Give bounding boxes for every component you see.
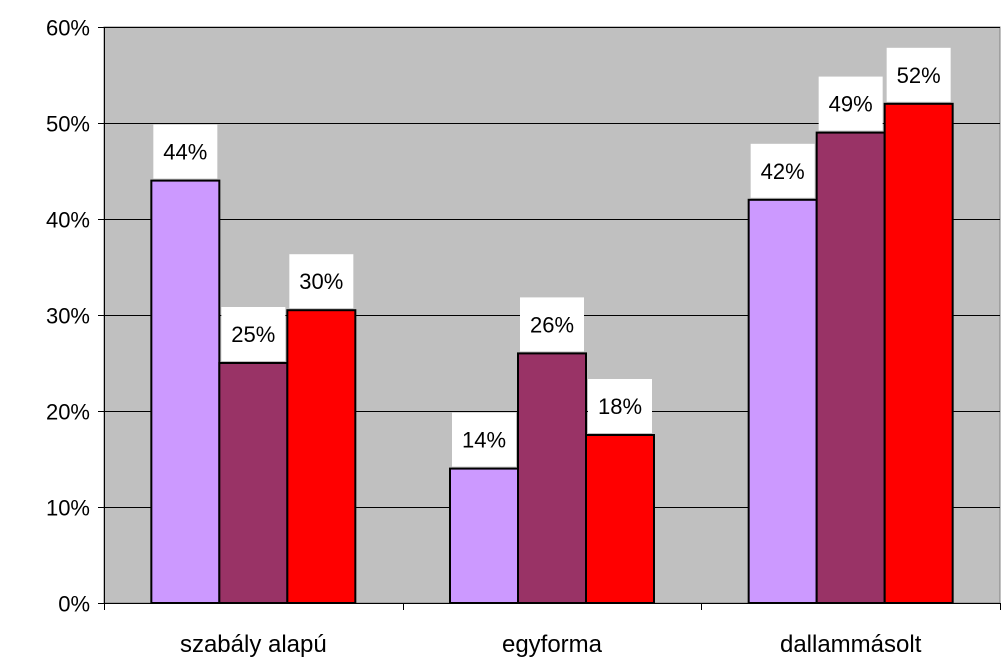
data-label-box — [750, 143, 815, 198]
category-label: dallammásolt — [780, 631, 922, 658]
y-tick-label: 0% — [58, 592, 90, 617]
data-label-box — [452, 412, 516, 467]
data-label-box — [818, 76, 883, 131]
y-tick-label: 20% — [46, 400, 90, 425]
data-label-box — [520, 297, 584, 352]
bar — [286, 309, 357, 604]
y-tick-label: 40% — [46, 208, 90, 233]
category-label: egyforma — [502, 631, 603, 658]
data-label: 49% — [829, 92, 873, 117]
data-label: 14% — [462, 428, 506, 453]
data-label: 30% — [299, 269, 343, 294]
bar — [747, 198, 818, 605]
data-label: 52% — [897, 63, 941, 88]
data-label: 25% — [231, 322, 275, 347]
data-label: 44% — [163, 140, 207, 165]
bar — [517, 352, 587, 604]
y-tick-label: 50% — [46, 112, 90, 137]
data-label-box — [221, 307, 286, 361]
bar — [150, 179, 221, 604]
data-label-box — [289, 254, 354, 309]
bar — [585, 434, 655, 604]
data-label-box — [153, 124, 218, 179]
bar — [815, 131, 886, 604]
data-label-box — [886, 47, 951, 102]
data-label: 26% — [530, 312, 574, 337]
y-tick-label: 30% — [46, 304, 90, 329]
data-label-box — [588, 379, 652, 433]
bar — [449, 467, 519, 604]
y-tick-label: 10% — [46, 496, 90, 521]
bar — [218, 362, 289, 604]
data-label: 18% — [598, 394, 642, 419]
category-label: szabály alapú — [180, 631, 327, 658]
data-label: 42% — [761, 159, 805, 184]
bar — [883, 102, 954, 605]
y-tick-label: 60% — [46, 16, 90, 41]
